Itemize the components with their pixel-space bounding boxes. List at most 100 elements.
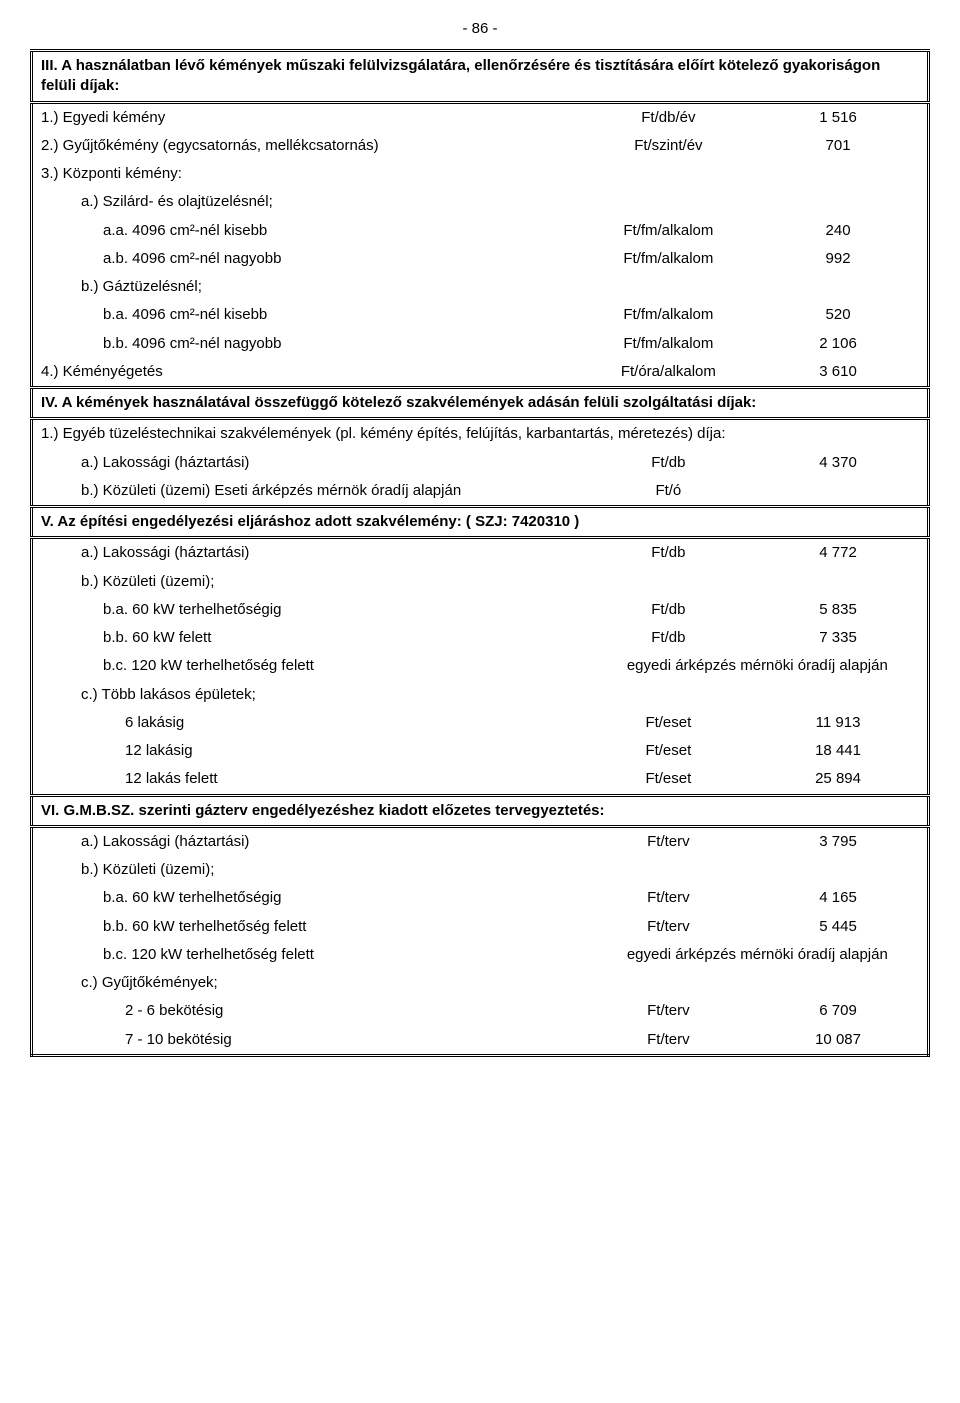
row-unit: Ft/db [588,449,749,477]
table-row: b.b. 60 kW terhelhetőség felett Ft/terv … [32,913,929,941]
row-value: 11 913 [749,709,928,737]
row-unit: Ft/fm/alkalom [588,217,749,245]
row-label: b.b. 4096 cm²-nél nagyobb [32,330,588,358]
section-4-title: IV. A kémények használatával összefüggő … [32,388,929,419]
row-label: b.c. 120 kW terhelhetőség felett [32,941,588,969]
row-value: 7 335 [749,624,928,652]
row-unit: Ft/ó [588,477,749,507]
table-row: b.) Közületi (üzemi) Eseti árképzés mérn… [32,477,929,507]
row-unit: Ft/terv [588,913,749,941]
row-value: 4 370 [749,449,928,477]
row-unit: Ft/eset [588,737,749,765]
row-value: 1 516 [749,102,928,132]
table-row: b.c. 120 kW terhelhetőség felett egyedi … [32,941,929,969]
table-row: b.a. 4096 cm²-nél kisebb Ft/fm/alkalom 5… [32,301,929,329]
row-value: 701 [749,132,928,160]
row-label: 12 lakásig [32,737,588,765]
row-value: 4 772 [749,538,928,568]
row-value: 992 [749,245,928,273]
row-value: 520 [749,301,928,329]
row-label: 4.) Kéményégetés [32,358,588,388]
row-value: 18 441 [749,737,928,765]
row-value: 240 [749,217,928,245]
row-label: 3.) Központi kémény: [32,160,588,188]
section-5-header: V. Az építési engedélyezési eljáráshoz a… [32,507,929,538]
section-6-title: VI. G.M.B.SZ. szerinti gázterv engedélye… [32,795,929,826]
row-label: b.b. 60 kW terhelhetőség felett [32,913,588,941]
page-number: - 86 - [30,20,930,37]
row-value: 3 610 [749,358,928,388]
fee-table: III. A használatban lévő kémények műszak… [30,49,930,1057]
table-row: b.b. 4096 cm²-nél nagyobb Ft/fm/alkalom … [32,330,929,358]
row-label: b.) Közületi (üzemi); [32,856,588,884]
row-label: 1.) Egyedi kémény [32,102,588,132]
row-unit: Ft/eset [588,765,749,795]
section-3-title: III. A használatban lévő kémények műszak… [32,51,929,103]
section-4-intro: 1.) Egyéb tüzeléstechnikai szakvéleménye… [32,419,929,449]
table-row: b.) Gáztüzelésnél; [32,273,929,301]
table-row: b.) Közületi (üzemi); [32,856,929,884]
table-row: a.b. 4096 cm²-nél nagyobb Ft/fm/alkalom … [32,245,929,273]
row-value: 2 106 [749,330,928,358]
table-row: 1.) Egyéb tüzeléstechnikai szakvéleménye… [32,419,929,449]
row-label: a.a. 4096 cm²-nél kisebb [32,217,588,245]
table-row: b.b. 60 kW felett Ft/db 7 335 [32,624,929,652]
row-unit: Ft/szint/év [588,132,749,160]
row-label: b.) Gáztüzelésnél; [32,273,588,301]
table-row: 12 lakásig Ft/eset 18 441 [32,737,929,765]
row-value: 5 445 [749,913,928,941]
table-row: a.a. 4096 cm²-nél kisebb Ft/fm/alkalom 2… [32,217,929,245]
table-row: 2.) Gyűjtőkémény (egycsatornás, mellékcs… [32,132,929,160]
table-row: c.) Több lakásos épületek; [32,681,929,709]
row-unit: Ft/db [588,596,749,624]
row-label: b.b. 60 kW felett [32,624,588,652]
row-label: a.) Szilárd- és olajtüzelésnél; [32,188,588,216]
row-value: 10 087 [749,1026,928,1056]
row-label: 6 lakásig [32,709,588,737]
table-row: a.) Szilárd- és olajtüzelésnél; [32,188,929,216]
table-row: 3.) Központi kémény: [32,160,929,188]
row-label: 2 - 6 bekötésig [32,997,588,1025]
table-row: 7 - 10 bekötésig Ft/terv 10 087 [32,1026,929,1056]
section-6-header: VI. G.M.B.SZ. szerinti gázterv engedélye… [32,795,929,826]
row-label: 2.) Gyűjtőkémény (egycsatornás, mellékcs… [32,132,588,160]
table-row: b.c. 120 kW terhelhetőség felett egyedi … [32,652,929,680]
table-row: b.a. 60 kW terhelhetőségig Ft/db 5 835 [32,596,929,624]
table-row: 12 lakás felett Ft/eset 25 894 [32,765,929,795]
row-label: a.) Lakossági (háztartási) [32,538,588,568]
row-label: b.) Közületi (üzemi); [32,568,588,596]
row-unit: Ft/óra/alkalom [588,358,749,388]
table-row: c.) Gyűjtőkémények; [32,969,929,997]
table-row: b.) Közületi (üzemi); [32,568,929,596]
section-4-header: IV. A kémények használatával összefüggő … [32,388,929,419]
table-row: 4.) Kéményégetés Ft/óra/alkalom 3 610 [32,358,929,388]
row-unit: Ft/terv [588,1026,749,1056]
row-value: 5 835 [749,596,928,624]
row-value: 25 894 [749,765,928,795]
row-unit: Ft/db [588,624,749,652]
table-row: a.) Lakossági (háztartási) Ft/db 4 370 [32,449,929,477]
row-unit: Ft/db/év [588,102,749,132]
row-label: a.b. 4096 cm²-nél nagyobb [32,245,588,273]
row-unit: Ft/terv [588,826,749,856]
row-label: b.a. 60 kW terhelhetőségig [32,884,588,912]
row-label: b.c. 120 kW terhelhetőség felett [32,652,588,680]
row-unit: Ft/terv [588,997,749,1025]
table-row: b.a. 60 kW terhelhetőségig Ft/terv 4 165 [32,884,929,912]
section-3-header: III. A használatban lévő kémények műszak… [32,51,929,103]
table-row: a.) Lakossági (háztartási) Ft/terv 3 795 [32,826,929,856]
table-row: 1.) Egyedi kémény Ft/db/év 1 516 [32,102,929,132]
row-note: egyedi árképzés mérnöki óradíj alapján [588,652,929,680]
row-unit: Ft/terv [588,884,749,912]
row-value: 6 709 [749,997,928,1025]
row-value: 4 165 [749,884,928,912]
row-value: 3 795 [749,826,928,856]
row-unit: Ft/db [588,538,749,568]
row-label: b.) Közületi (üzemi) Eseti árképzés mérn… [32,477,588,507]
row-label: b.a. 60 kW terhelhetőségig [32,596,588,624]
table-row: 2 - 6 bekötésig Ft/terv 6 709 [32,997,929,1025]
row-unit: Ft/fm/alkalom [588,245,749,273]
row-unit: Ft/fm/alkalom [588,330,749,358]
section-5-title: V. Az építési engedélyezési eljáráshoz a… [32,507,929,538]
row-unit: Ft/eset [588,709,749,737]
